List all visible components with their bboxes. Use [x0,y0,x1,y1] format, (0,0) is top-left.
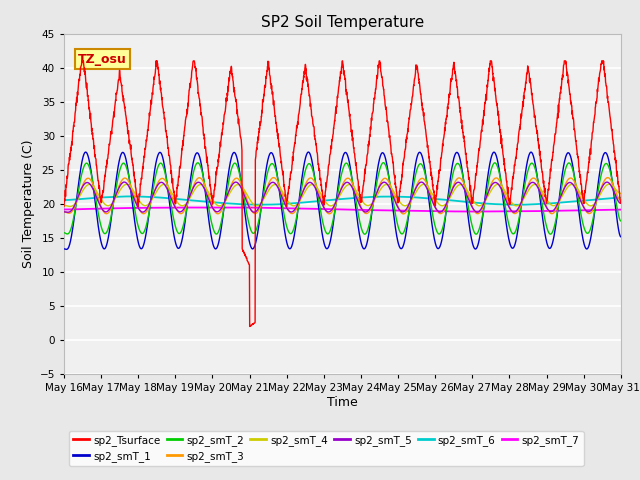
sp2_smT_5 [60,209,68,215]
sp2_smT_2 [216,227,223,233]
sp2_smT_1 [617,234,625,240]
sp2_smT_5 [584,209,591,215]
sp2_smT_3 [584,210,591,216]
Text: TZ_osu: TZ_osu [78,53,127,66]
sp2_smT_4 [584,201,591,207]
sp2_Tsurface [246,324,253,329]
sp2_smT_1 [359,245,367,251]
sp2_Tsurface [584,169,591,175]
sp2_smT_4 [60,203,68,208]
sp2_smT_1 [60,246,68,252]
sp2_Tsurface [371,90,379,96]
sp2_smT_7 [216,204,223,210]
sp2_smT_3 [216,210,223,216]
sp2_smT_2 [617,218,625,224]
sp2_smT_6 [359,194,367,200]
sp2_smT_2 [505,221,513,227]
sp2_smT_7 [568,208,576,214]
Line: sp2_smT_1: sp2_smT_1 [64,152,621,250]
sp2_smT_7 [359,207,367,213]
sp2_smT_1 [63,247,70,252]
sp2_smT_5 [216,207,223,213]
sp2_smT_3 [371,196,379,202]
sp2_smT_7 [371,207,379,213]
sp2_smT_5 [505,204,513,209]
sp2_Tsurface [359,185,367,191]
sp2_smT_1 [584,246,591,252]
sp2_smT_1 [371,184,379,190]
sp2_smT_5 [64,209,72,215]
sp2_smT_2 [358,228,366,234]
sp2_smT_2 [568,165,576,170]
sp2_smT_5 [568,180,576,186]
sp2_smT_2 [584,230,591,236]
sp2_smT_4 [568,181,575,187]
sp2_smT_5 [371,194,379,200]
sp2_smT_6 [127,193,134,199]
sp2_smT_4 [617,191,625,196]
sp2_smT_4 [66,204,74,209]
sp2_Tsurface [617,200,625,206]
Line: sp2_Tsurface: sp2_Tsurface [64,61,621,326]
sp2_smT_4 [359,199,367,204]
sp2_Tsurface [78,58,86,64]
sp2_smT_2 [60,230,68,236]
Line: sp2_smT_3: sp2_smT_3 [64,178,621,214]
sp2_Tsurface [60,204,68,209]
Line: sp2_smT_5: sp2_smT_5 [64,182,621,212]
sp2_smT_3 [270,175,278,180]
sp2_smT_7 [505,208,513,214]
sp2_smT_4 [216,203,223,209]
sp2_Tsurface [568,111,576,117]
sp2_smT_6 [504,202,512,207]
sp2_smT_1 [216,236,223,241]
sp2_smT_5 [359,208,367,214]
sp2_Tsurface [216,150,223,156]
sp2_smT_1 [505,235,513,241]
sp2_smT_5 [617,201,625,206]
Line: sp2_smT_7: sp2_smT_7 [64,207,621,212]
sp2_smT_3 [60,209,68,215]
Line: sp2_smT_2: sp2_smT_2 [64,163,621,234]
sp2_smT_3 [617,197,625,203]
sp2_smT_3 [399,211,407,217]
sp2_smT_2 [361,231,369,237]
sp2_smT_2 [371,192,379,197]
Title: SP2 Soil Temperature: SP2 Soil Temperature [260,15,424,30]
sp2_smT_7 [467,209,475,215]
Line: sp2_smT_4: sp2_smT_4 [64,184,621,206]
sp2_smT_6 [617,195,625,201]
sp2_smT_6 [568,199,576,204]
sp2_smT_7 [224,204,232,210]
sp2_smT_7 [60,206,68,212]
sp2_smT_4 [504,194,512,200]
sp2_smT_2 [380,160,387,166]
Legend: sp2_Tsurface, sp2_smT_1, sp2_smT_2, sp2_smT_3, sp2_smT_4, sp2_smT_5, sp2_smT_6, : sp2_Tsurface, sp2_smT_1, sp2_smT_2, sp2_… [69,431,584,466]
sp2_smT_6 [216,200,223,206]
sp2_Tsurface [505,196,513,202]
sp2_smT_3 [359,207,367,213]
sp2_smT_4 [605,181,613,187]
Y-axis label: Soil Temperature (C): Soil Temperature (C) [22,140,35,268]
sp2_smT_7 [584,207,591,213]
sp2_smT_1 [568,159,576,165]
sp2_smT_7 [617,207,625,213]
sp2_smT_6 [371,194,379,200]
sp2_smT_5 [120,179,128,185]
Line: sp2_smT_6: sp2_smT_6 [64,196,621,205]
X-axis label: Time: Time [327,396,358,409]
sp2_smT_4 [371,196,379,202]
sp2_smT_3 [568,176,576,181]
sp2_smT_6 [514,202,522,208]
sp2_smT_6 [60,197,68,203]
sp2_smT_3 [505,202,513,207]
sp2_smT_6 [584,197,591,203]
sp2_smT_1 [305,149,312,155]
